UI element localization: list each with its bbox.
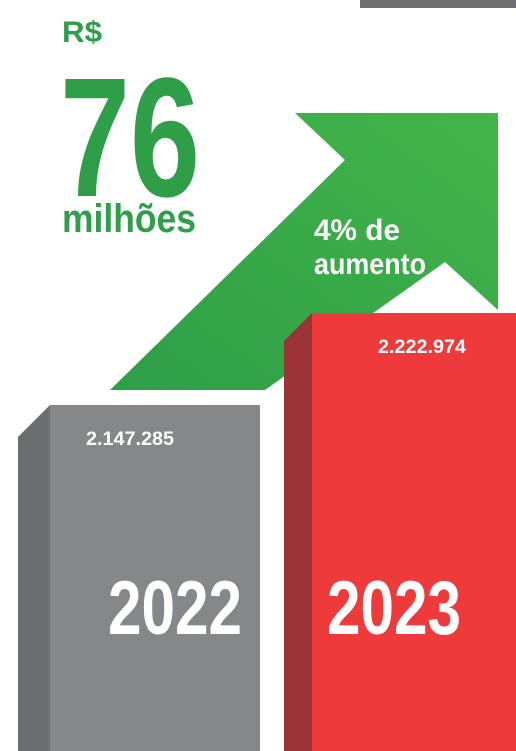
currency: R$ xyxy=(62,16,102,49)
annotation-line: aumento xyxy=(314,248,426,281)
bar-side xyxy=(18,405,50,751)
bar xyxy=(312,313,516,751)
value-label: 2.222.974 xyxy=(378,337,466,358)
amount: 76 xyxy=(60,43,200,233)
growth-arrow xyxy=(110,113,498,390)
value-label: 2.147.285 xyxy=(86,429,174,450)
annotation-line: 4% de xyxy=(314,214,400,247)
category-label: 2023 xyxy=(327,566,461,651)
unit: milhões xyxy=(62,197,196,241)
category-label: 2022 xyxy=(108,566,242,651)
bar xyxy=(50,405,260,751)
bar-side xyxy=(284,313,312,751)
top-strip xyxy=(360,0,516,8)
